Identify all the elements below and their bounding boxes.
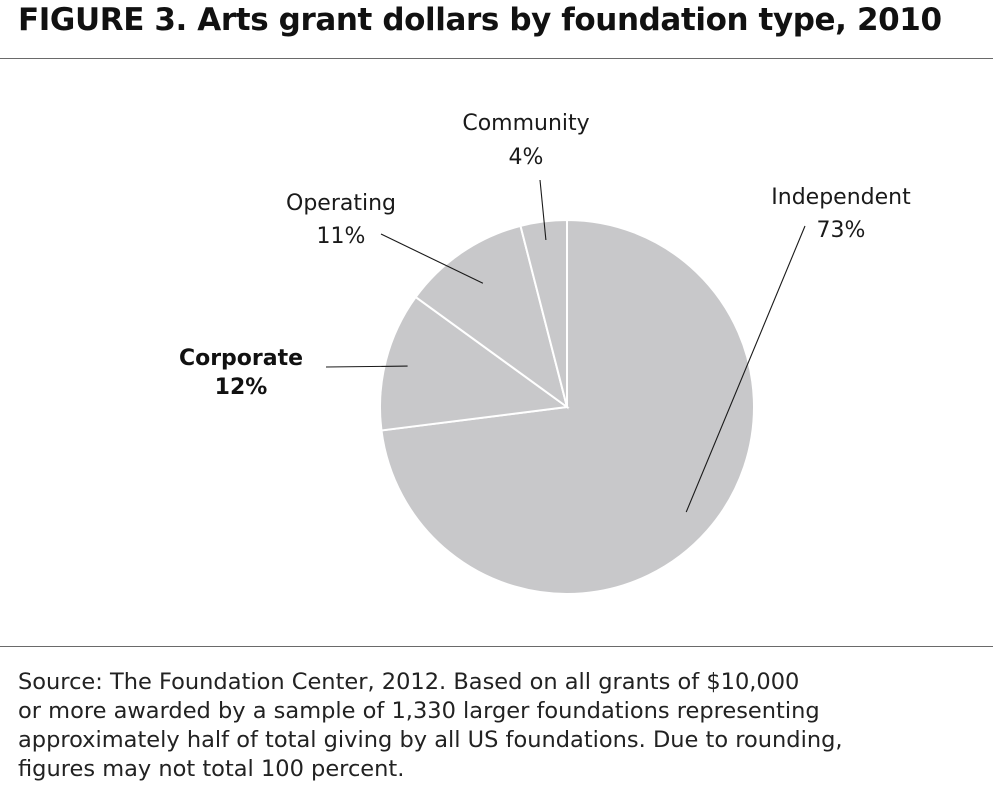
pie-chart: Independent 73% Corporate 12% Operating 11% Co… bbox=[179, 111, 911, 595]
slice-label-corporate: Corporate bbox=[179, 346, 303, 371]
leader-line-operating bbox=[380, 233, 484, 284]
slice-label-operating: Operating bbox=[286, 191, 396, 216]
slice-value-community: 4% bbox=[509, 145, 544, 170]
leader-line-independent bbox=[685, 225, 806, 513]
slice-value-independent: 73% bbox=[817, 218, 866, 243]
figure-title: FIGURE 3. Arts grant dollars by foundati… bbox=[18, 2, 942, 38]
leader-line-corporate bbox=[325, 365, 408, 368]
slice-label-independent: Independent bbox=[771, 185, 911, 210]
source-note: Source: The Foundation Center, 2012. Bas… bbox=[18, 669, 843, 782]
pie-slice-corporate bbox=[379, 295, 570, 432]
slice-value-operating: 11% bbox=[317, 224, 366, 249]
bottom-divider bbox=[0, 646, 993, 647]
slice-value-corporate: 12% bbox=[215, 375, 268, 400]
slice-label-community: Community bbox=[462, 111, 589, 136]
top-divider bbox=[0, 58, 993, 59]
pie-slice-operating bbox=[414, 224, 569, 410]
leader-line-community bbox=[539, 179, 547, 241]
